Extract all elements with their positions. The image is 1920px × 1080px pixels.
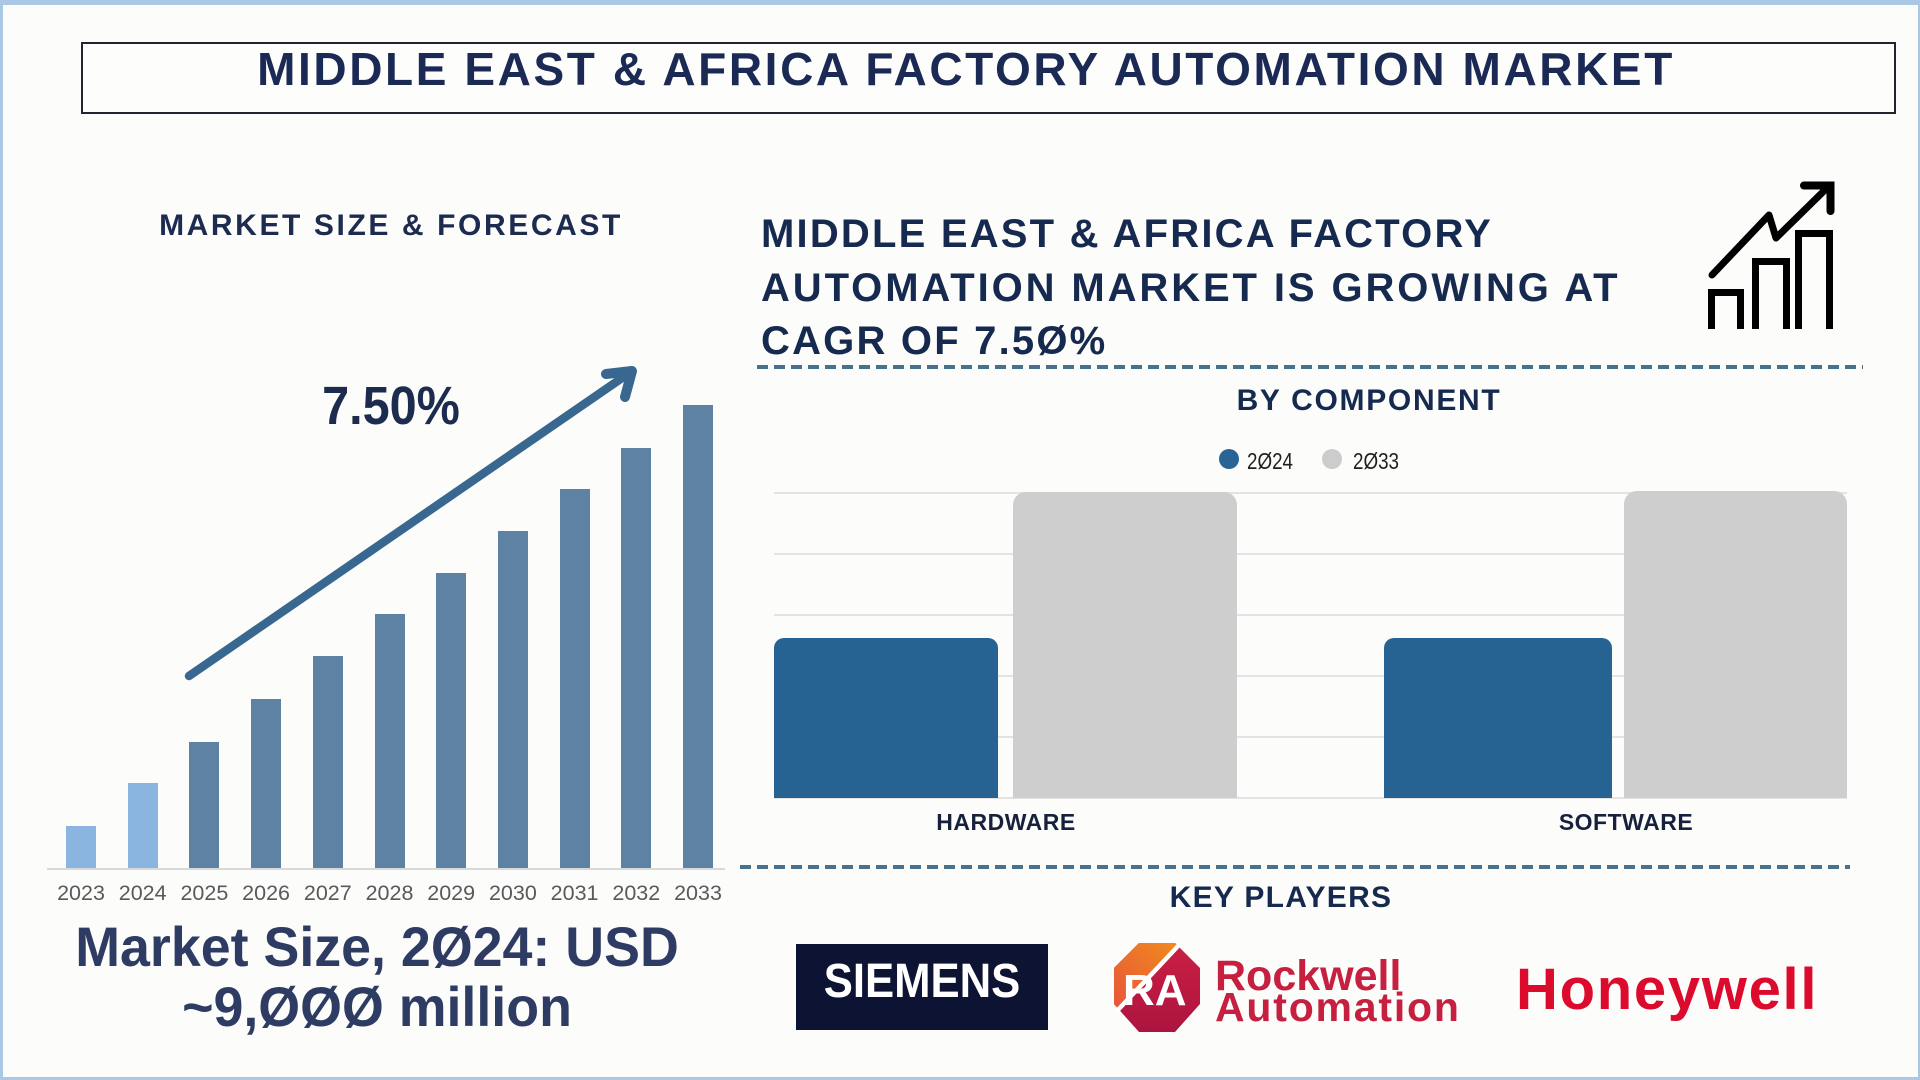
- svg-text:RA: RA: [1123, 966, 1187, 1015]
